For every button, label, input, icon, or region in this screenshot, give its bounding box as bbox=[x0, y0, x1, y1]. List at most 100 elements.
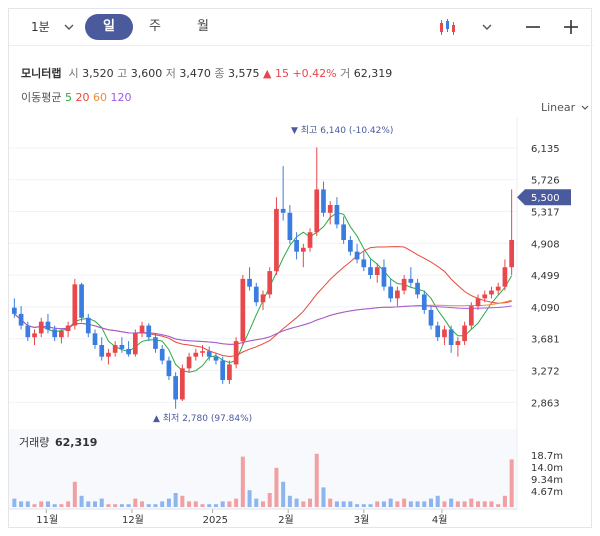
x-tick-label: 4월 bbox=[432, 514, 448, 526]
candle-body bbox=[52, 329, 58, 338]
candle-body bbox=[240, 278, 246, 342]
candle-body bbox=[206, 351, 212, 357]
volume-bar bbox=[19, 501, 24, 507]
chevron-down-icon bbox=[64, 24, 74, 30]
toolbar: 1분 일 주 월 bbox=[9, 9, 593, 46]
volume-bar bbox=[361, 504, 366, 507]
volume-bar bbox=[106, 504, 111, 507]
volume-bar bbox=[160, 501, 165, 507]
chart-type-button[interactable] bbox=[437, 15, 461, 39]
candle-body bbox=[186, 356, 192, 369]
volume-bar bbox=[321, 487, 326, 507]
candles bbox=[12, 147, 514, 409]
price-chart[interactable]: 6,135 5,726 5,317 4,908 4,499 4,090 3,681 3,272… bbox=[9, 9, 593, 529]
tab-month[interactable]: 월 bbox=[193, 14, 213, 40]
zoom-out-button[interactable] bbox=[521, 15, 545, 39]
tab-week[interactable]: 주 bbox=[145, 14, 165, 40]
candle-body bbox=[132, 333, 138, 355]
volume-bar bbox=[415, 501, 420, 507]
volume-bar bbox=[254, 498, 259, 507]
volume-bar bbox=[294, 498, 299, 507]
volume-bar bbox=[455, 501, 460, 507]
candle-body bbox=[227, 364, 232, 380]
y-tick-label: 4,908 bbox=[531, 239, 560, 250]
volume-bar bbox=[126, 504, 131, 507]
volume-bar bbox=[173, 493, 178, 507]
open-value: 3,520 bbox=[82, 67, 114, 80]
y-tick-label: 6,135 bbox=[531, 144, 560, 155]
candle-body bbox=[233, 341, 239, 365]
volume-bar bbox=[462, 501, 467, 507]
candle-body bbox=[307, 232, 313, 248]
volume-label: 거 bbox=[340, 67, 351, 80]
candle-body bbox=[354, 251, 360, 260]
candle-body bbox=[193, 352, 199, 357]
chevron-down-icon bbox=[482, 24, 492, 30]
volume-bar bbox=[308, 498, 313, 507]
volume-bar bbox=[267, 493, 272, 507]
zoom-in-button[interactable] bbox=[559, 15, 583, 39]
stock-name: 모니터랩 bbox=[21, 67, 62, 80]
scale-label: Linear bbox=[541, 101, 576, 114]
volume-bar bbox=[375, 501, 380, 507]
volume-bars bbox=[12, 453, 514, 507]
ma-60: 60 bbox=[92, 91, 107, 104]
volume-bar bbox=[146, 504, 151, 507]
volume-pane-value: 62,319 bbox=[55, 436, 97, 449]
volume-bar bbox=[442, 501, 447, 507]
candle-body bbox=[260, 294, 266, 303]
candle-body bbox=[112, 345, 118, 353]
timeframe-select[interactable]: 1분 bbox=[31, 18, 74, 35]
x-tick-label: 11월 bbox=[36, 514, 58, 526]
volume-bar bbox=[381, 501, 386, 507]
candle-body bbox=[25, 325, 31, 338]
ma-line-120 bbox=[14, 305, 512, 345]
tab-day[interactable]: 일 bbox=[85, 14, 133, 40]
candle-body bbox=[348, 240, 353, 252]
volume-bar bbox=[247, 490, 252, 507]
candle-body bbox=[300, 247, 306, 252]
plus-icon bbox=[564, 20, 578, 34]
candle-body bbox=[38, 321, 44, 334]
volume-bar bbox=[355, 504, 360, 507]
y-tick-label: 3,272 bbox=[531, 367, 560, 378]
candle-body bbox=[280, 208, 286, 213]
candle-body bbox=[401, 278, 407, 291]
candle-body bbox=[428, 310, 434, 326]
candle-body bbox=[361, 259, 367, 268]
candle-body bbox=[475, 298, 481, 307]
candle-body bbox=[247, 278, 252, 287]
candle-body bbox=[200, 351, 205, 353]
volume-bar bbox=[166, 498, 171, 507]
x-tick-label: 3월 bbox=[354, 514, 370, 526]
volume-bar bbox=[45, 501, 50, 507]
candle-body bbox=[267, 271, 273, 295]
high-label: 고 bbox=[117, 67, 128, 80]
ma-legend-label: 이동평균 bbox=[21, 91, 62, 104]
volume-bar bbox=[260, 501, 266, 507]
minus-icon bbox=[526, 26, 540, 28]
volume-tick-label: 4.67m bbox=[531, 487, 563, 498]
candle-body bbox=[59, 331, 64, 338]
candle-body bbox=[12, 307, 17, 314]
change-value: ▲ 15 bbox=[262, 67, 289, 80]
volume-bar bbox=[79, 495, 84, 507]
volume-bar bbox=[92, 501, 98, 507]
candle-body bbox=[495, 286, 501, 291]
volume-bar bbox=[287, 495, 292, 507]
candle-body bbox=[442, 329, 447, 338]
scale-toggle[interactable]: Linear bbox=[541, 101, 589, 114]
volume-bar bbox=[119, 504, 124, 507]
ma-20: 20 bbox=[75, 91, 90, 104]
candle-body bbox=[126, 348, 131, 355]
time-axis: 11월 12월 2025 2월 3월 4월 bbox=[9, 508, 517, 526]
volume-tick-label: 14.0m bbox=[531, 463, 563, 474]
volume-pane-bg bbox=[9, 429, 517, 509]
volume-bar bbox=[113, 504, 118, 507]
volume-bar bbox=[193, 501, 198, 507]
close-value: 3,575 bbox=[227, 67, 260, 80]
candle-body bbox=[395, 290, 400, 299]
tab-label: 월 bbox=[197, 19, 209, 34]
chart-type-dropdown[interactable] bbox=[475, 15, 499, 39]
